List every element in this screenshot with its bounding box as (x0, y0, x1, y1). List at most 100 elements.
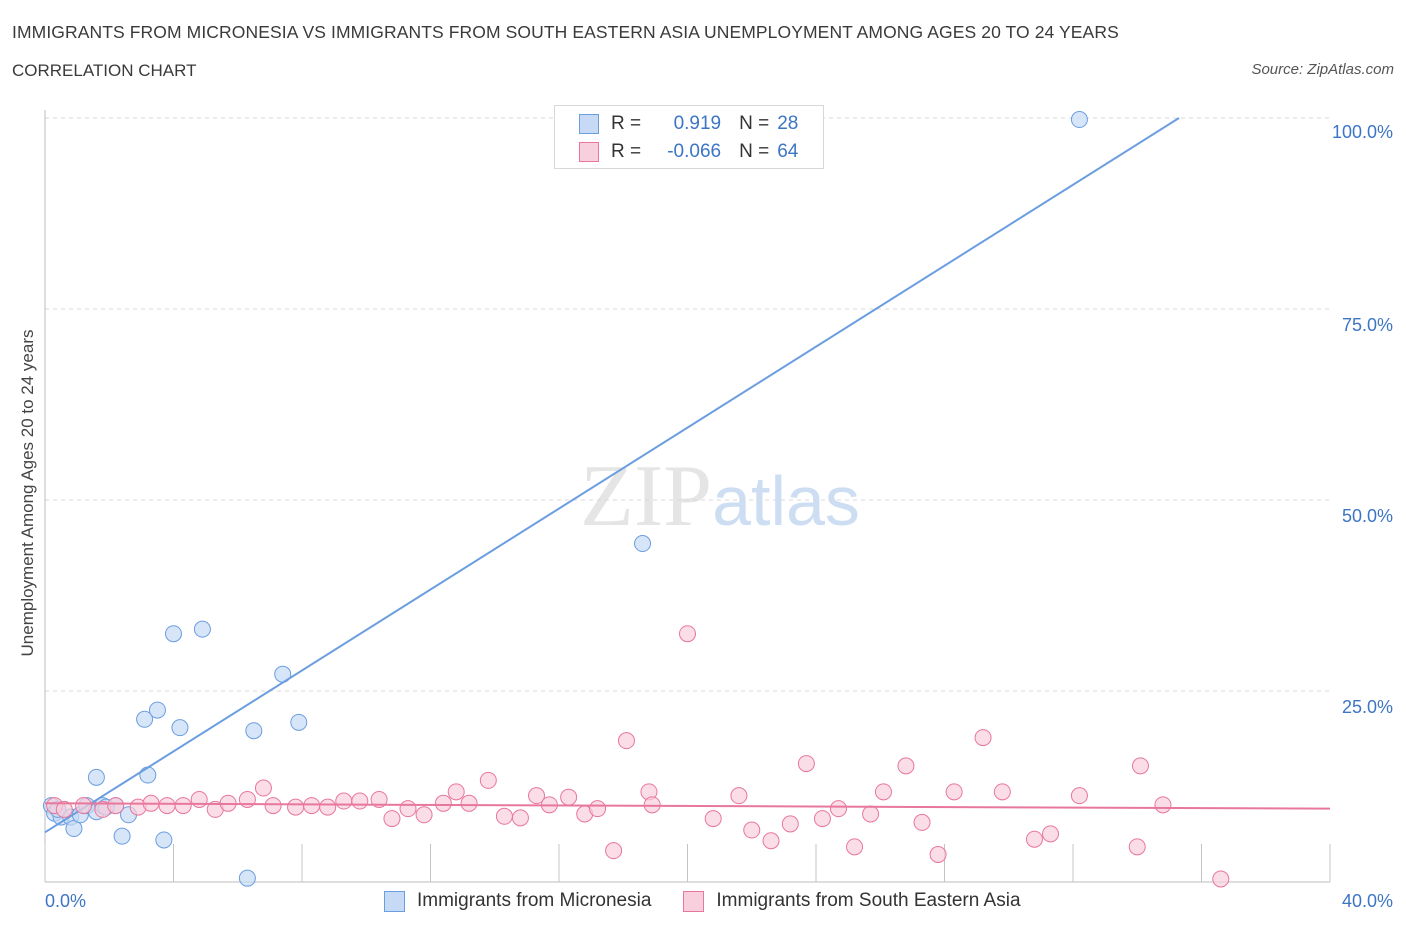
data-point (174, 797, 192, 815)
watermark: ZIPatlas (580, 448, 860, 545)
y-tick-50: 50.0% (1341, 506, 1393, 526)
series-legend: Immigrants from Micronesia Immigrants fr… (384, 890, 1021, 912)
series-southeast-asia (44, 625, 1331, 888)
data-point (238, 869, 256, 887)
series-legend-swatch-southeast-asia (683, 890, 705, 912)
data-point (1154, 796, 1172, 814)
data-point (781, 815, 799, 833)
data-point (874, 783, 892, 801)
data-point (897, 757, 915, 775)
data-point (148, 701, 166, 719)
legend-n-label: N = (739, 141, 770, 162)
series-legend-label-southeast-asia: Immigrants from South Eastern Asia (716, 890, 1021, 911)
legend-row-micronesia: R = 0.919 N = 28 (579, 112, 798, 136)
data-point (399, 800, 417, 818)
legend-n-value: 28 (777, 113, 799, 134)
data-point (158, 797, 176, 815)
chart-title: IMMIGRANTS FROM MICRONESIA VS IMMIGRANTS… (12, 22, 1119, 42)
data-point (829, 800, 847, 818)
data-point (1128, 838, 1146, 856)
data-point (245, 722, 263, 740)
x-tick-min: 0.0% (45, 891, 87, 911)
data-point (55, 800, 73, 818)
data-point (434, 794, 452, 812)
data-point (913, 813, 931, 831)
data-point (107, 797, 125, 815)
data-point (560, 788, 578, 806)
data-point (730, 787, 748, 805)
data-point (155, 831, 173, 849)
data-point (762, 832, 780, 850)
data-point (993, 783, 1011, 801)
data-point (511, 809, 529, 827)
legend-row-southeast-asia: R = -0.066 N = 64 (579, 140, 798, 164)
data-point (634, 535, 652, 553)
series-legend-label-micronesia: Immigrants from Micronesia (417, 890, 652, 911)
data-point (415, 806, 433, 824)
data-point (495, 807, 513, 825)
grid (45, 117, 1330, 692)
series-legend-swatch-micronesia (384, 890, 405, 912)
data-point (679, 625, 696, 643)
data-point (1070, 787, 1088, 805)
data-point (1212, 870, 1230, 888)
data-point (171, 719, 189, 737)
data-point (743, 821, 761, 839)
data-point (65, 820, 83, 838)
chart-subtitle: CORRELATION CHART (12, 61, 197, 80)
data-point (139, 766, 157, 784)
data-point (862, 805, 880, 823)
data-point (303, 797, 321, 815)
data-point (87, 768, 105, 786)
data-point (460, 794, 478, 812)
data-point (797, 755, 815, 773)
legend-r-label: R = (611, 113, 642, 134)
data-point (813, 810, 831, 828)
data-point (287, 798, 305, 816)
axes (44, 110, 1331, 883)
x-tick-max: 40.0% (1341, 891, 1393, 911)
trend-line (44, 802, 1331, 810)
data-point (319, 798, 337, 816)
legend-swatch-southeast-asia (579, 142, 599, 162)
data-point (136, 710, 154, 728)
data-point (1131, 757, 1149, 775)
legend-swatch-micronesia (579, 114, 599, 134)
data-point (190, 790, 208, 808)
legend-r-value: -0.066 (667, 141, 722, 162)
data-point (479, 771, 497, 789)
data-point (617, 732, 635, 750)
y-tick-100: 100.0% (1331, 122, 1393, 142)
data-point (165, 625, 182, 643)
legend-n-value: 64 (777, 141, 799, 162)
legend-r-value: 0.919 (673, 113, 722, 134)
data-point (75, 797, 93, 815)
data-point (605, 842, 623, 860)
data-point (589, 800, 607, 818)
data-point (1025, 830, 1043, 848)
data-point (383, 810, 401, 828)
legend-r-label: R = (611, 141, 642, 162)
data-point (1042, 825, 1060, 843)
data-point (193, 620, 211, 638)
data-point (945, 783, 963, 801)
trend-line (44, 117, 1180, 834)
data-point (370, 790, 388, 808)
data-point (351, 792, 369, 810)
data-point (264, 797, 282, 815)
data-point (290, 713, 308, 731)
data-point (846, 838, 864, 856)
data-point (254, 779, 272, 797)
chart-source: Source: ZipAtlas.com (1251, 61, 1394, 78)
data-point (704, 810, 722, 828)
correlation-legend: R = 0.919 N = 28 R = -0.066 N = 64 (554, 105, 824, 169)
data-point (1070, 111, 1088, 129)
data-point (974, 729, 992, 747)
y-tick-75: 75.0% (1341, 315, 1393, 335)
legend-n-label: N = (739, 113, 770, 134)
data-point (929, 845, 947, 863)
data-point (335, 792, 353, 810)
y-tick-25: 25.0% (1341, 697, 1393, 717)
data-point (113, 827, 131, 845)
